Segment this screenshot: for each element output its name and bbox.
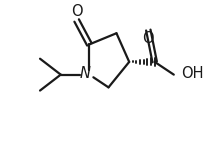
Text: O: O [71, 4, 82, 19]
Text: OH: OH [181, 66, 204, 81]
Text: N: N [79, 66, 90, 81]
Text: O: O [143, 31, 154, 46]
